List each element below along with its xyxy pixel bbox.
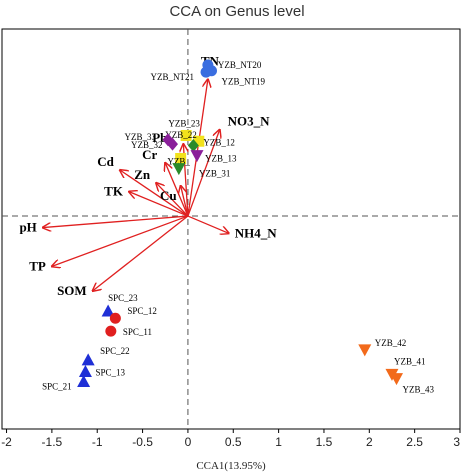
- sample-point-yzb-42: [358, 344, 372, 357]
- sample-point-spc-23: [101, 304, 115, 317]
- sample-label-spc-13: SPC_13: [95, 367, 125, 377]
- sample-label-yzb-42: YZB_42: [375, 338, 407, 348]
- env-label-cd: Cd: [97, 154, 114, 169]
- x-tick-label: 1.5: [316, 435, 333, 449]
- x-tick-label: 1: [275, 435, 282, 449]
- env-arrow-zn: [156, 183, 189, 217]
- sample-label-yzb-nt21: YZB_NT21: [151, 72, 195, 82]
- x-tick-label: -2: [1, 435, 12, 449]
- x-tick-label: 0: [185, 435, 192, 449]
- x-tick-label: -1.5: [42, 435, 63, 449]
- env-arrow-cu: [181, 186, 189, 217]
- sample-label-spc-11: SPC_11: [123, 327, 152, 337]
- sample-label-spc-22: SPC_22: [100, 346, 130, 356]
- env-label-tk: TK: [104, 184, 124, 199]
- sample-label-yzb-: YZB_: [167, 156, 190, 166]
- sample-label-spc-21: SPC_21: [42, 382, 72, 392]
- env-arrow-cd: [120, 170, 189, 217]
- env-label-som: SOM: [57, 283, 87, 298]
- sample-point-yzb-43: [390, 373, 404, 386]
- env-label-pb: Pb: [152, 130, 167, 145]
- x-tick-label: 3: [453, 435, 460, 449]
- sample-label-yzb-23: YZB_23: [168, 118, 200, 128]
- env-label-cu: Cu: [160, 188, 177, 203]
- sample-point-yzb-32: [167, 137, 179, 151]
- env-arrow-ph: [43, 215, 188, 228]
- plot-frame: [1, 28, 461, 430]
- env-arrow-cr: [165, 163, 189, 217]
- x-tick-label: 2: [366, 435, 373, 449]
- env-label-ph: pH: [19, 220, 36, 235]
- x-tick-label: -0.5: [132, 435, 153, 449]
- x-tick-label: -1: [92, 435, 103, 449]
- env-label-tp: TP: [29, 258, 46, 273]
- env-arrow-tk: [129, 192, 189, 217]
- x-axis-ticks: -2 -1.5 -1 -0.5 0 0.5 1 1.5 2 2.5 3: [1, 429, 461, 449]
- env-arrow-tp: [52, 215, 189, 266]
- sample-point-spc-22: [81, 353, 95, 366]
- sample-label-yzb-41: YZB_41: [394, 356, 426, 366]
- sample-point-yzb-: [175, 152, 187, 164]
- sample-label-spc-12: SPC_12: [127, 306, 157, 316]
- sample-label-yzb-13: YZB_13: [205, 154, 237, 164]
- sample-point-spc-21: [77, 375, 91, 388]
- chart-title: CCA on Genus level: [169, 3, 304, 20]
- sample-point-yzb-12: [187, 139, 199, 153]
- x-tick-label: 2.5: [406, 435, 423, 449]
- sample-point-yzb-13: [190, 150, 204, 163]
- sample-point-spc-12: [109, 312, 121, 324]
- env-label-nh4-n: NH4_N: [235, 225, 278, 240]
- env-label-zn: Zn: [134, 167, 151, 182]
- sample-point-spc-13: [78, 364, 92, 377]
- sample-point-yzb-23: [180, 129, 192, 141]
- x-tick-label: 0.5: [225, 435, 242, 449]
- sample-point-yzb-31: [172, 163, 186, 176]
- x-axis-label: CCA1(13.95%): [196, 460, 266, 472]
- sample-point-yzb-nt19: [206, 65, 218, 77]
- sample-label-yzb-22: YZB_22: [165, 130, 197, 140]
- sample-label-yzb-31: YZB_31: [199, 169, 231, 179]
- sample-label-spc-23: SPC_23: [108, 293, 138, 303]
- env-label-no3-n: NO3_N: [228, 114, 271, 129]
- sample-label-yzb-nt20: YZB_NT20: [218, 60, 262, 70]
- sample-label-yzb-12: YZB_12: [203, 138, 235, 148]
- sample-label-yzb-nt19: YZB_NT19: [222, 77, 266, 87]
- sample-label-yzb-43: YZB_43: [403, 385, 435, 395]
- env-arrow-som: [93, 215, 189, 291]
- sample-label-yzb-32: YZB_32: [131, 140, 163, 150]
- zero-lines: [2, 29, 460, 429]
- sample-point-spc-11: [105, 325, 117, 337]
- env-arrow-tn: [187, 79, 208, 217]
- sample-point-yzb-22: [193, 135, 205, 147]
- env-label-cr: Cr: [142, 147, 157, 162]
- env-arrow-no3-n: [187, 130, 220, 217]
- sample-label-yzb-33: YZB_33: [124, 132, 156, 142]
- env-arrow-nh4-n: [187, 215, 229, 233]
